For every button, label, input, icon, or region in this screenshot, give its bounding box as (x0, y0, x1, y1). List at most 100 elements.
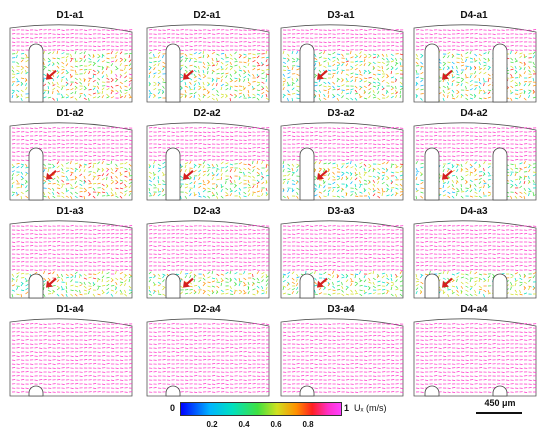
velocity-vector (282, 178, 287, 181)
velocity-vector (345, 151, 350, 153)
velocity-vector (519, 61, 523, 64)
velocity-vector (465, 67, 468, 71)
velocity-vector (184, 195, 187, 199)
velocity-vector (220, 95, 224, 99)
velocity-vector (469, 83, 473, 87)
velocity-vector (523, 66, 526, 71)
velocity-vector (282, 93, 286, 96)
velocity-vector (79, 163, 83, 167)
velocity-vector (79, 245, 83, 247)
velocity-vector (451, 187, 455, 190)
velocity-vector (483, 52, 487, 55)
velocity-vector (124, 233, 128, 235)
velocity-vector (47, 63, 51, 67)
velocity-vector (390, 233, 395, 235)
velocity-vector (79, 233, 83, 235)
velocity-vector (198, 173, 201, 177)
velocity-vector (474, 87, 477, 91)
velocity-vector (198, 127, 202, 129)
velocity-vector (202, 187, 207, 190)
velocity-vector (291, 66, 294, 71)
velocity-vector (261, 85, 264, 89)
velocity-vector (207, 293, 211, 297)
velocity-vector (52, 97, 55, 101)
velocity-vector (265, 147, 270, 149)
velocity-vector (97, 81, 99, 86)
velocity-vector (128, 190, 133, 193)
velocity-vector (97, 168, 99, 173)
velocity-vector (52, 195, 56, 199)
velocity-vector (318, 169, 322, 173)
velocity-vector (229, 245, 234, 247)
velocity-vector (282, 135, 287, 137)
velocity-vector (318, 161, 321, 165)
velocity-vector (61, 257, 65, 259)
velocity-vector (34, 37, 38, 39)
velocity-vector (153, 81, 157, 84)
velocity-vector (532, 166, 537, 169)
velocity-vector (474, 151, 478, 153)
velocity-vector (229, 53, 233, 57)
velocity-vector (88, 79, 91, 83)
velocity-vector (65, 162, 69, 165)
velocity-vector (327, 90, 329, 95)
velocity-vector (265, 164, 268, 169)
velocity-vector (341, 159, 345, 161)
velocity-vector (291, 189, 295, 193)
velocity-vector (474, 49, 478, 51)
velocity-vector (451, 76, 456, 79)
velocity-vector (79, 293, 83, 296)
velocity-vector (115, 92, 119, 95)
velocity-vector (256, 184, 259, 189)
velocity-vector (415, 161, 418, 165)
velocity-vector (252, 155, 256, 157)
velocity-vector (20, 283, 24, 287)
velocity-vector (20, 53, 25, 55)
velocity-vector (372, 65, 375, 69)
velocity-vector (198, 165, 201, 169)
velocity-vector (65, 131, 70, 133)
velocity-vector (180, 67, 183, 71)
velocity-vector (381, 79, 385, 83)
velocity-vector (381, 85, 385, 89)
velocity-vector (261, 188, 263, 193)
velocity-vector (460, 82, 463, 87)
velocity-vector (16, 173, 20, 177)
velocity-vector (97, 277, 101, 281)
velocity-vector (74, 69, 77, 74)
velocity-vector (229, 85, 234, 88)
velocity-vector (106, 176, 108, 181)
velocity-vector (202, 233, 207, 235)
velocity-vector (456, 33, 460, 35)
velocity-vector (532, 61, 535, 65)
red-arrow-marker (46, 169, 57, 180)
velocity-vector (415, 176, 418, 181)
velocity-vector (65, 285, 68, 290)
velocity-vector (220, 172, 223, 177)
velocity-vector (193, 261, 198, 263)
velocity-vector (252, 273, 254, 278)
velocity-vector (420, 66, 422, 71)
velocity-vector (65, 175, 68, 179)
velocity-vector (341, 79, 344, 83)
velocity-vector (38, 139, 43, 141)
velocity-vector (238, 65, 241, 70)
velocity-vector (198, 97, 201, 101)
velocity-vector (234, 159, 238, 161)
velocity-vector (115, 237, 119, 239)
velocity-vector (106, 135, 110, 137)
velocity-vector (171, 233, 175, 235)
velocity-vector (83, 135, 88, 137)
velocity-vector (510, 91, 514, 95)
velocity-vector (16, 278, 18, 283)
velocity-vector (327, 87, 331, 91)
velocity-vector (79, 190, 83, 193)
velocity-vector (309, 29, 314, 31)
velocity-vector (119, 59, 123, 63)
velocity-vector (282, 181, 285, 185)
velocity-vector (128, 79, 132, 83)
velocity-vector (153, 63, 157, 67)
velocity-vector (399, 131, 404, 133)
velocity-vector (318, 143, 323, 145)
velocity-vector (381, 162, 385, 165)
